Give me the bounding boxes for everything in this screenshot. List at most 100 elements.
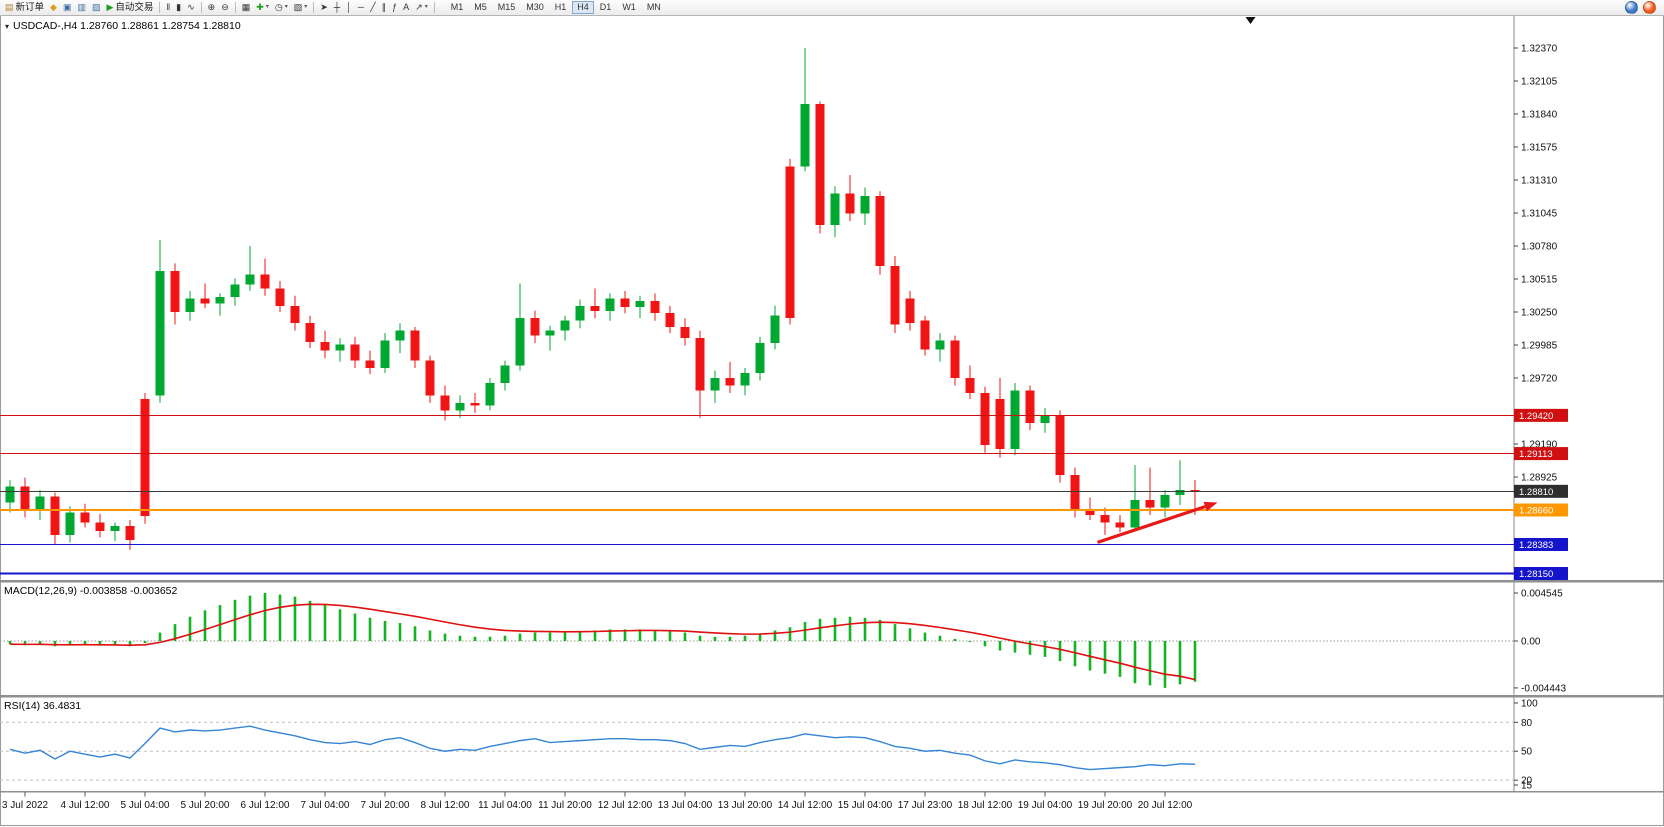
zoom-in-icon: ⊕ xyxy=(207,2,216,12)
svg-text:1.30515: 1.30515 xyxy=(1521,275,1558,286)
bar-chart-button[interactable]: ‖ xyxy=(163,1,173,14)
templates-button[interactable]: ▧ ▾ xyxy=(291,1,311,14)
chart-menu-icon[interactable]: ▾ xyxy=(5,22,10,31)
timeframe-button-m1[interactable]: M1 xyxy=(446,1,469,14)
macd-pane-divider[interactable] xyxy=(0,580,1664,583)
svg-text:15: 15 xyxy=(1521,780,1533,791)
auto-trading-icon: ▶ xyxy=(106,2,114,12)
time-axis-labels: 3 Jul 2022 4 Jul 12:00 5 Jul 04:00 5 Jul 20… xyxy=(2,792,1193,811)
time-axis-divider xyxy=(0,791,1664,793)
svg-text:1.29420: 1.29420 xyxy=(1519,411,1553,422)
svg-text:7 Jul 20:00: 7 Jul 20:00 xyxy=(361,800,410,811)
tile-windows-button[interactable]: ▦ xyxy=(239,1,254,14)
timeframe-button-w1[interactable]: W1 xyxy=(617,1,641,14)
svg-text:18 Jul 12:00: 18 Jul 12:00 xyxy=(958,800,1013,811)
price-axis-labels: 1.32370 1.32105 1.31840 1.31575 1.31310 1.310… xyxy=(1514,44,1558,484)
line-chart-button[interactable]: ∿ xyxy=(184,1,198,14)
alerts-icon[interactable] xyxy=(1643,1,1656,14)
data-window-button[interactable]: ▥ xyxy=(74,1,89,14)
zoom-in-button[interactable]: ⊕ xyxy=(205,1,219,14)
svg-text:1.28925: 1.28925 xyxy=(1521,473,1558,484)
fibonacci-icon: ƒ xyxy=(392,2,398,12)
candles-layer xyxy=(5,48,1200,550)
horizontal-lines[interactable] xyxy=(0,414,1514,575)
svg-text:14 Jul 12:00: 14 Jul 12:00 xyxy=(778,800,833,811)
charts-button[interactable]: ◆ xyxy=(47,1,60,14)
toolbar-separator xyxy=(159,2,161,13)
svg-text:17 Jul 23:00: 17 Jul 23:00 xyxy=(898,800,953,811)
bar-chart-icon: ‖ xyxy=(166,2,171,12)
timeframe-button-m15[interactable]: M15 xyxy=(493,1,521,14)
zoom-out-icon: ⊖ xyxy=(221,2,229,12)
community-icon[interactable] xyxy=(1625,1,1638,14)
dropdown-arrow-icon[interactable]: ▾ xyxy=(424,4,428,10)
svg-text:4 Jul 12:00: 4 Jul 12:00 xyxy=(61,800,110,811)
text-button[interactable]: A xyxy=(400,1,412,14)
cursor-button[interactable]: ➤ xyxy=(317,1,331,14)
data-window-icon: ▥ xyxy=(77,2,86,12)
trend-arrow[interactable] xyxy=(1096,501,1218,544)
svg-text:1.28810: 1.28810 xyxy=(1519,487,1553,498)
svg-text:1.29985: 1.29985 xyxy=(1521,341,1558,352)
chart-ohlc-title: USDCAD-,H4 1.28760 1.28861 1.28754 1.288… xyxy=(13,20,241,32)
svg-text:1.30250: 1.30250 xyxy=(1521,308,1558,319)
navigator-button[interactable]: ▨ xyxy=(89,1,104,14)
timeframe-button-m30[interactable]: M30 xyxy=(521,1,549,14)
svg-text:11 Jul 20:00: 11 Jul 20:00 xyxy=(538,800,592,811)
svg-text:1.29113: 1.29113 xyxy=(1519,449,1553,460)
new-order-button[interactable]: ▤ 新订单 xyxy=(2,1,47,14)
chart-shift-marker[interactable] xyxy=(1245,17,1256,24)
text-icon: A xyxy=(403,2,410,12)
charts-icon: ◆ xyxy=(50,2,57,12)
svg-text:5 Jul 04:00: 5 Jul 04:00 xyxy=(121,800,170,811)
svg-text:1.32105: 1.32105 xyxy=(1521,77,1558,88)
main-toolbar: ▤ 新订单 ◆ ▣ ▥ ▨ ▶ 自动交易 ‖ ▮ ∿ ⊕ ⊖ ▦ ✚ ▾ ◷ ▾ ▧ ▾ ➤ ┼ │ ─ ╱ ∥ ƒ A ↗ ▾ M1 M5… xyxy=(0,0,1664,16)
svg-text:20: 20 xyxy=(1521,776,1533,787)
arrows-button[interactable]: ↗ ▾ xyxy=(412,1,431,14)
zoom-out-button[interactable]: ⊖ xyxy=(218,1,232,14)
templates-icon: ▧ xyxy=(293,2,303,12)
market-watch-button[interactable]: ▣ xyxy=(60,1,75,14)
trendline-button[interactable]: ╱ xyxy=(367,1,378,14)
timeframe-button-d1[interactable]: D1 xyxy=(595,1,617,14)
crosshair-button[interactable]: ┼ xyxy=(331,1,343,14)
timeframe-button-m5[interactable]: M5 xyxy=(469,1,492,14)
dropdown-arrow-icon[interactable]: ▾ xyxy=(284,4,288,10)
auto-trading-button[interactable]: ▶ 自动交易 xyxy=(104,1,157,14)
timeframe-button-mn[interactable]: MN xyxy=(642,1,666,14)
toolbar-separator xyxy=(433,2,435,13)
tile-windows-icon: ▦ xyxy=(241,2,251,12)
channel-button[interactable]: ∥ xyxy=(379,1,390,14)
new-order-button-label: 新订单 xyxy=(15,2,45,13)
indicators-button[interactable]: ✚ ▾ xyxy=(253,1,272,14)
chart-title-bar: ▾ USDCAD-,H4 1.28760 1.28861 1.28754 1.28… xyxy=(5,20,241,32)
trendline-icon: ╱ xyxy=(370,2,376,12)
new-order-icon: ▤ xyxy=(5,2,14,12)
svg-text:8 Jul 12:00: 8 Jul 12:00 xyxy=(421,800,470,811)
fibonacci-button[interactable]: ƒ xyxy=(389,1,400,14)
macd-signal-line xyxy=(9,603,1196,681)
timeframe-button-h1[interactable]: H1 xyxy=(550,1,572,14)
svg-text:100: 100 xyxy=(1521,699,1538,710)
horizontal-line-button[interactable]: ─ xyxy=(355,1,367,14)
dropdown-arrow-icon[interactable]: ▾ xyxy=(304,4,308,10)
vertical-line-button[interactable]: │ xyxy=(343,1,355,14)
svg-text:-0.004443: -0.004443 xyxy=(1521,683,1566,694)
svg-text:13 Jul 04:00: 13 Jul 04:00 xyxy=(658,800,713,811)
rsi-line xyxy=(9,725,1196,771)
svg-text:1.28660: 1.28660 xyxy=(1519,506,1553,517)
channel-icon: ∥ xyxy=(381,2,387,12)
svg-text:80: 80 xyxy=(1521,718,1533,729)
candle-chart-button[interactable]: ▮ xyxy=(173,1,184,14)
periods-button[interactable]: ◷ ▾ xyxy=(272,1,291,14)
dropdown-arrow-icon[interactable]: ▾ xyxy=(265,4,269,10)
svg-text:6 Jul 12:00: 6 Jul 12:00 xyxy=(241,800,290,811)
cursor-icon: ➤ xyxy=(320,2,328,12)
timeframe-group: M1 M5 M15 M30 H1 H4 D1 W1 MN xyxy=(446,1,666,14)
rsi-pane-divider[interactable] xyxy=(0,695,1664,698)
timeframe-button-h4[interactable]: H4 xyxy=(572,1,594,14)
svg-text:19 Jul 04:00: 19 Jul 04:00 xyxy=(1018,800,1073,811)
